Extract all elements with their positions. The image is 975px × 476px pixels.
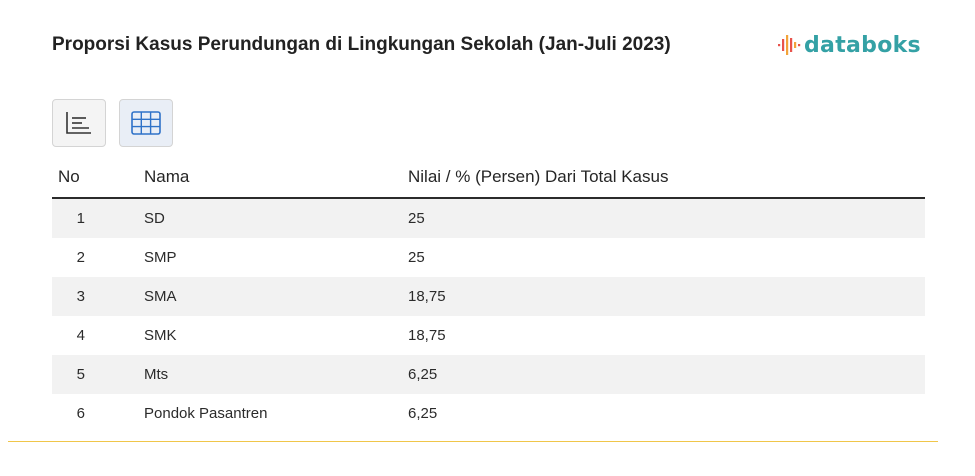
header-nilai: Nilai / % (Persen) Dari Total Kasus: [408, 157, 925, 199]
data-table: No Nama Nilai / % (Persen) Dari Total Ka…: [52, 157, 925, 433]
table-view-icon: [131, 111, 161, 135]
cell-nama: SMK: [144, 327, 177, 344]
table-row: 6 Pondok Pasantren 6,25: [52, 394, 925, 433]
cell-no: 3: [52, 277, 144, 316]
cell-nilai: 6,25: [408, 405, 438, 422]
cell-no: 2: [76, 249, 85, 266]
bottom-divider: [8, 441, 938, 442]
brand-name: databoks: [804, 32, 921, 58]
view-toggle: [52, 99, 186, 147]
table-row: 3 SMA 18,75: [52, 277, 925, 316]
cell-nilai: 25: [408, 249, 425, 266]
table-header-row: No Nama Nilai / % (Persen) Dari Total Ka…: [52, 157, 925, 199]
cell-nama: Pondok Pasantren: [144, 405, 268, 422]
cell-nilai: 25: [408, 198, 925, 238]
cell-nilai: 6,25: [408, 355, 925, 394]
cell-no: 6: [76, 405, 85, 422]
table-view-button[interactable]: [119, 99, 173, 147]
databoks-logo-icon: [778, 35, 801, 55]
cell-nama: SMA: [144, 277, 408, 316]
header-no: No: [52, 157, 144, 199]
chart-view-button[interactable]: [52, 99, 106, 147]
cell-no: 1: [52, 198, 144, 238]
brand-logo[interactable]: databoks: [777, 28, 921, 62]
chart-view-icon: [66, 112, 91, 134]
cell-nama: SD: [144, 198, 408, 238]
cell-no: 5: [52, 355, 144, 394]
cell-nama: Mts: [144, 355, 408, 394]
chart-title: Proporsi Kasus Perundungan di Lingkungan…: [52, 34, 671, 55]
cell-no: 4: [76, 327, 85, 344]
table-row: 4 SMK 18,75: [52, 316, 925, 355]
cell-nilai: 18,75: [408, 277, 925, 316]
header-nama: Nama: [144, 157, 408, 199]
cell-nilai: 18,75: [408, 327, 446, 344]
table-row: 2 SMP 25: [52, 238, 925, 277]
table-row: 1 SD 25: [52, 198, 925, 238]
cell-nama: SMP: [144, 249, 177, 266]
table-row: 5 Mts 6,25: [52, 355, 925, 394]
